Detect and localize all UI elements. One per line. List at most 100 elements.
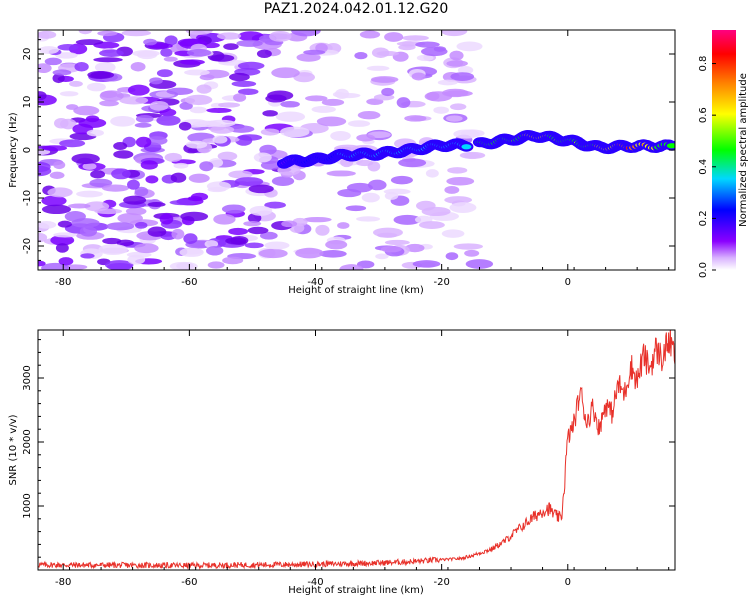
heatmap-cell <box>356 159 374 167</box>
snr-xtick-label: -80 <box>55 577 71 588</box>
heatmap-cell <box>94 208 123 215</box>
heatmap-cell <box>186 48 212 57</box>
heatmap-cell <box>90 170 106 179</box>
heatmap-ytick-label: -20 <box>22 238 33 254</box>
heatmap-cell <box>86 82 106 92</box>
heatmap-cell <box>147 201 166 208</box>
heatmap-cell <box>325 240 348 250</box>
heatmap-cell <box>228 227 248 236</box>
heatmap-cell <box>82 162 97 170</box>
heatmap-cell <box>303 49 326 55</box>
heatmap-cell <box>38 30 57 39</box>
heatmap-cell <box>149 100 169 111</box>
heatmap-cell <box>383 188 411 195</box>
heatmap-cell <box>221 204 246 214</box>
heatmap-cell <box>180 211 209 222</box>
heatmap-cell <box>433 106 449 114</box>
heatmap-cell <box>465 259 494 269</box>
colorbar-tick-label: 0.6 <box>698 107 709 123</box>
heatmap-cell <box>264 241 290 250</box>
heatmap-cell <box>380 245 402 253</box>
heatmap-cell <box>185 140 208 149</box>
heatmap-cell <box>444 186 460 194</box>
heatmap-cell <box>207 186 227 193</box>
heatmap-cell <box>38 91 47 101</box>
heatmap-cell <box>229 72 250 82</box>
ridge-core <box>461 144 472 150</box>
heatmap-cell <box>280 100 300 108</box>
heatmap-cell <box>418 221 445 229</box>
heatmap-cell <box>354 52 368 60</box>
snr-ytick-label: 3000 <box>22 365 33 390</box>
heatmap-cell <box>371 47 390 58</box>
heatmap-cell <box>446 176 475 186</box>
heatmap-cell <box>173 162 189 169</box>
heatmap-cell <box>279 126 310 138</box>
heatmap-cell <box>102 237 122 245</box>
heatmap-cell <box>206 245 224 256</box>
heatmap-cell <box>356 216 381 222</box>
heatmap-cell <box>117 213 143 224</box>
heatmap-cell <box>237 134 263 141</box>
heatmap-cell <box>222 256 244 265</box>
heatmap-cell <box>339 264 364 270</box>
heatmap-cell <box>101 184 130 192</box>
heatmap-cell <box>135 114 154 123</box>
heatmap-cell <box>130 61 146 72</box>
heatmap-cell <box>441 229 465 238</box>
heatmap-cell <box>449 202 477 213</box>
colorbar-tick-label: 0.2 <box>698 210 709 226</box>
heatmap-cell <box>99 100 119 107</box>
heatmap-cell <box>54 118 69 129</box>
heatmap-cell <box>99 90 124 102</box>
heatmap-cell <box>38 46 59 54</box>
heatmap-cell <box>444 196 473 204</box>
heatmap-cell <box>59 91 79 97</box>
heatmap-cell <box>86 129 104 137</box>
heatmap-cell <box>345 205 367 212</box>
heatmap-cell <box>416 54 434 62</box>
heatmap-cell <box>456 41 483 52</box>
heatmap-cell <box>262 110 278 117</box>
heatmap-cell <box>405 243 425 253</box>
heatmap-cell <box>425 169 439 178</box>
heatmap-xtick-label: 0 <box>565 277 571 288</box>
heatmap-cell <box>87 70 111 79</box>
heatmap-cell <box>52 69 72 76</box>
heatmap-cell <box>38 232 48 243</box>
heatmap-cell <box>73 105 100 116</box>
heatmap-cell <box>140 160 158 170</box>
heatmap-cell <box>415 41 440 48</box>
heatmap-cell <box>38 165 52 177</box>
heatmap-cell <box>164 35 178 46</box>
heatmap-cell <box>366 65 390 71</box>
heatmap-cell <box>97 30 118 37</box>
heatmap-cell <box>143 38 158 46</box>
snr-axes: -80 -60 -40 -20 0 1000 2000 3000 <box>22 330 675 588</box>
heatmap-cell <box>146 136 168 146</box>
heatmap-cell <box>199 161 214 172</box>
heatmap-cell <box>134 186 149 197</box>
heatmap-cell <box>149 77 163 85</box>
heatmap-cell <box>59 139 86 148</box>
heatmap-cell <box>199 74 215 81</box>
heatmap-cell <box>233 93 247 102</box>
heatmap-cell <box>196 84 212 94</box>
heatmap-cell <box>381 87 395 97</box>
heatmap-cell <box>185 30 213 36</box>
heatmap-cell <box>41 145 68 152</box>
heatmap-cell <box>384 239 410 246</box>
heatmap-cell <box>55 243 69 253</box>
colorbar-tick-label: 0.0 <box>698 262 709 278</box>
heatmap-cell <box>234 177 264 186</box>
chart-title: PAZ1.2024.042.01.12.G20 <box>263 1 449 17</box>
snr-ylabel: SNR (10 * v/v) <box>8 414 19 485</box>
heatmap-cell <box>78 30 92 35</box>
heatmap-cell <box>41 204 72 215</box>
heatmap-cell <box>57 220 73 228</box>
heatmap-cell <box>50 235 75 246</box>
heatmap-cell <box>295 247 324 259</box>
snr-ytick-label: 2000 <box>22 429 33 454</box>
heatmap-xtick-label: -20 <box>433 277 449 288</box>
heatmap-cell <box>160 48 173 57</box>
